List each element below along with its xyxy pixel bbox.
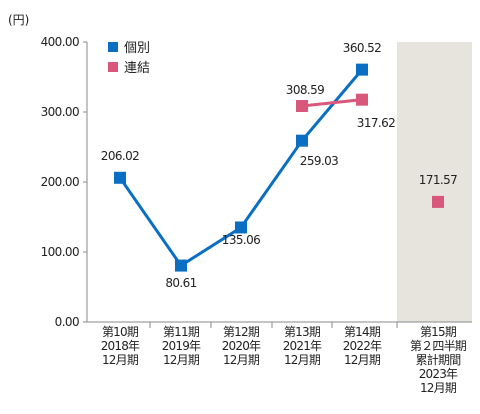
x-tick-label: 第10期 [102, 325, 139, 339]
data-point-0-3 [296, 134, 308, 147]
data-label: 80.61 [165, 276, 196, 290]
x-tick-label: 第12期 [223, 325, 260, 339]
x-tick-label: 12月期 [223, 353, 260, 367]
legend-marker-1 [108, 62, 118, 72]
data-labels: 206.02 80.61 135.06 259.03 360.52 308.59 317.6… [101, 41, 458, 290]
x-tick-label: 第13期 [284, 325, 321, 339]
y-unit-label: (円) [8, 13, 29, 27]
data-label: 360.52 [343, 41, 381, 55]
data-label: 171.57 [419, 173, 457, 187]
x-tick-label: 2022年 [343, 339, 382, 353]
x-tick-label: 12月期 [284, 353, 321, 367]
series-points [114, 63, 444, 272]
x-tick-label: 12月期 [163, 353, 200, 367]
data-point-0-1 [175, 259, 187, 272]
x-tick-label: 2020年 [222, 339, 261, 353]
x-tick-label: 2023年 [419, 367, 458, 381]
x-tick-label: 2019年 [162, 339, 201, 353]
x-tick-label: 累計期間 [416, 352, 461, 367]
x-tick-label: 第15期 [420, 325, 457, 339]
y-tick-label: 400.00 [41, 35, 79, 49]
data-point-1-5 [432, 195, 444, 208]
x-tick-label: 2018年 [101, 339, 140, 353]
x-tick-label: 12月期 [102, 353, 139, 367]
data-label: 206.02 [101, 149, 139, 163]
y-tick-label: 100.00 [41, 245, 79, 259]
x-tick-label: 12月期 [344, 353, 381, 367]
y-tick-label: 0.00 [55, 315, 79, 329]
x-tick-label: 第14期 [344, 325, 381, 339]
data-point-1-3 [296, 99, 308, 112]
legend-label-1: 連結 [124, 61, 150, 76]
x-tick-label: 12月期 [420, 381, 457, 395]
data-label: 308.59 [286, 83, 324, 97]
axes: (円) 0.00 100.00 200.00 300.00 400.00 第10期2018年… [8, 13, 472, 395]
highlight-band [397, 42, 472, 322]
data-point-1-4 [356, 93, 368, 106]
data-label: 135.06 [222, 233, 260, 247]
data-label: 317.62 [357, 116, 395, 130]
legend-label-0: 個別 [124, 41, 150, 56]
x-tick-label: 第２四半期 [410, 339, 467, 353]
y-tick-label: 300.00 [41, 105, 79, 119]
x-tick-label: 2021年 [283, 339, 322, 353]
data-point-0-4 [356, 63, 368, 76]
y-tick-label: 200.00 [41, 175, 79, 189]
legend-marker-0 [108, 42, 118, 52]
data-point-0-0 [114, 171, 126, 184]
data-point-0-2 [235, 221, 247, 234]
x-tick-label: 第11期 [163, 325, 200, 339]
series-line-1 [301, 98, 363, 108]
data-label: 259.03 [300, 154, 338, 168]
